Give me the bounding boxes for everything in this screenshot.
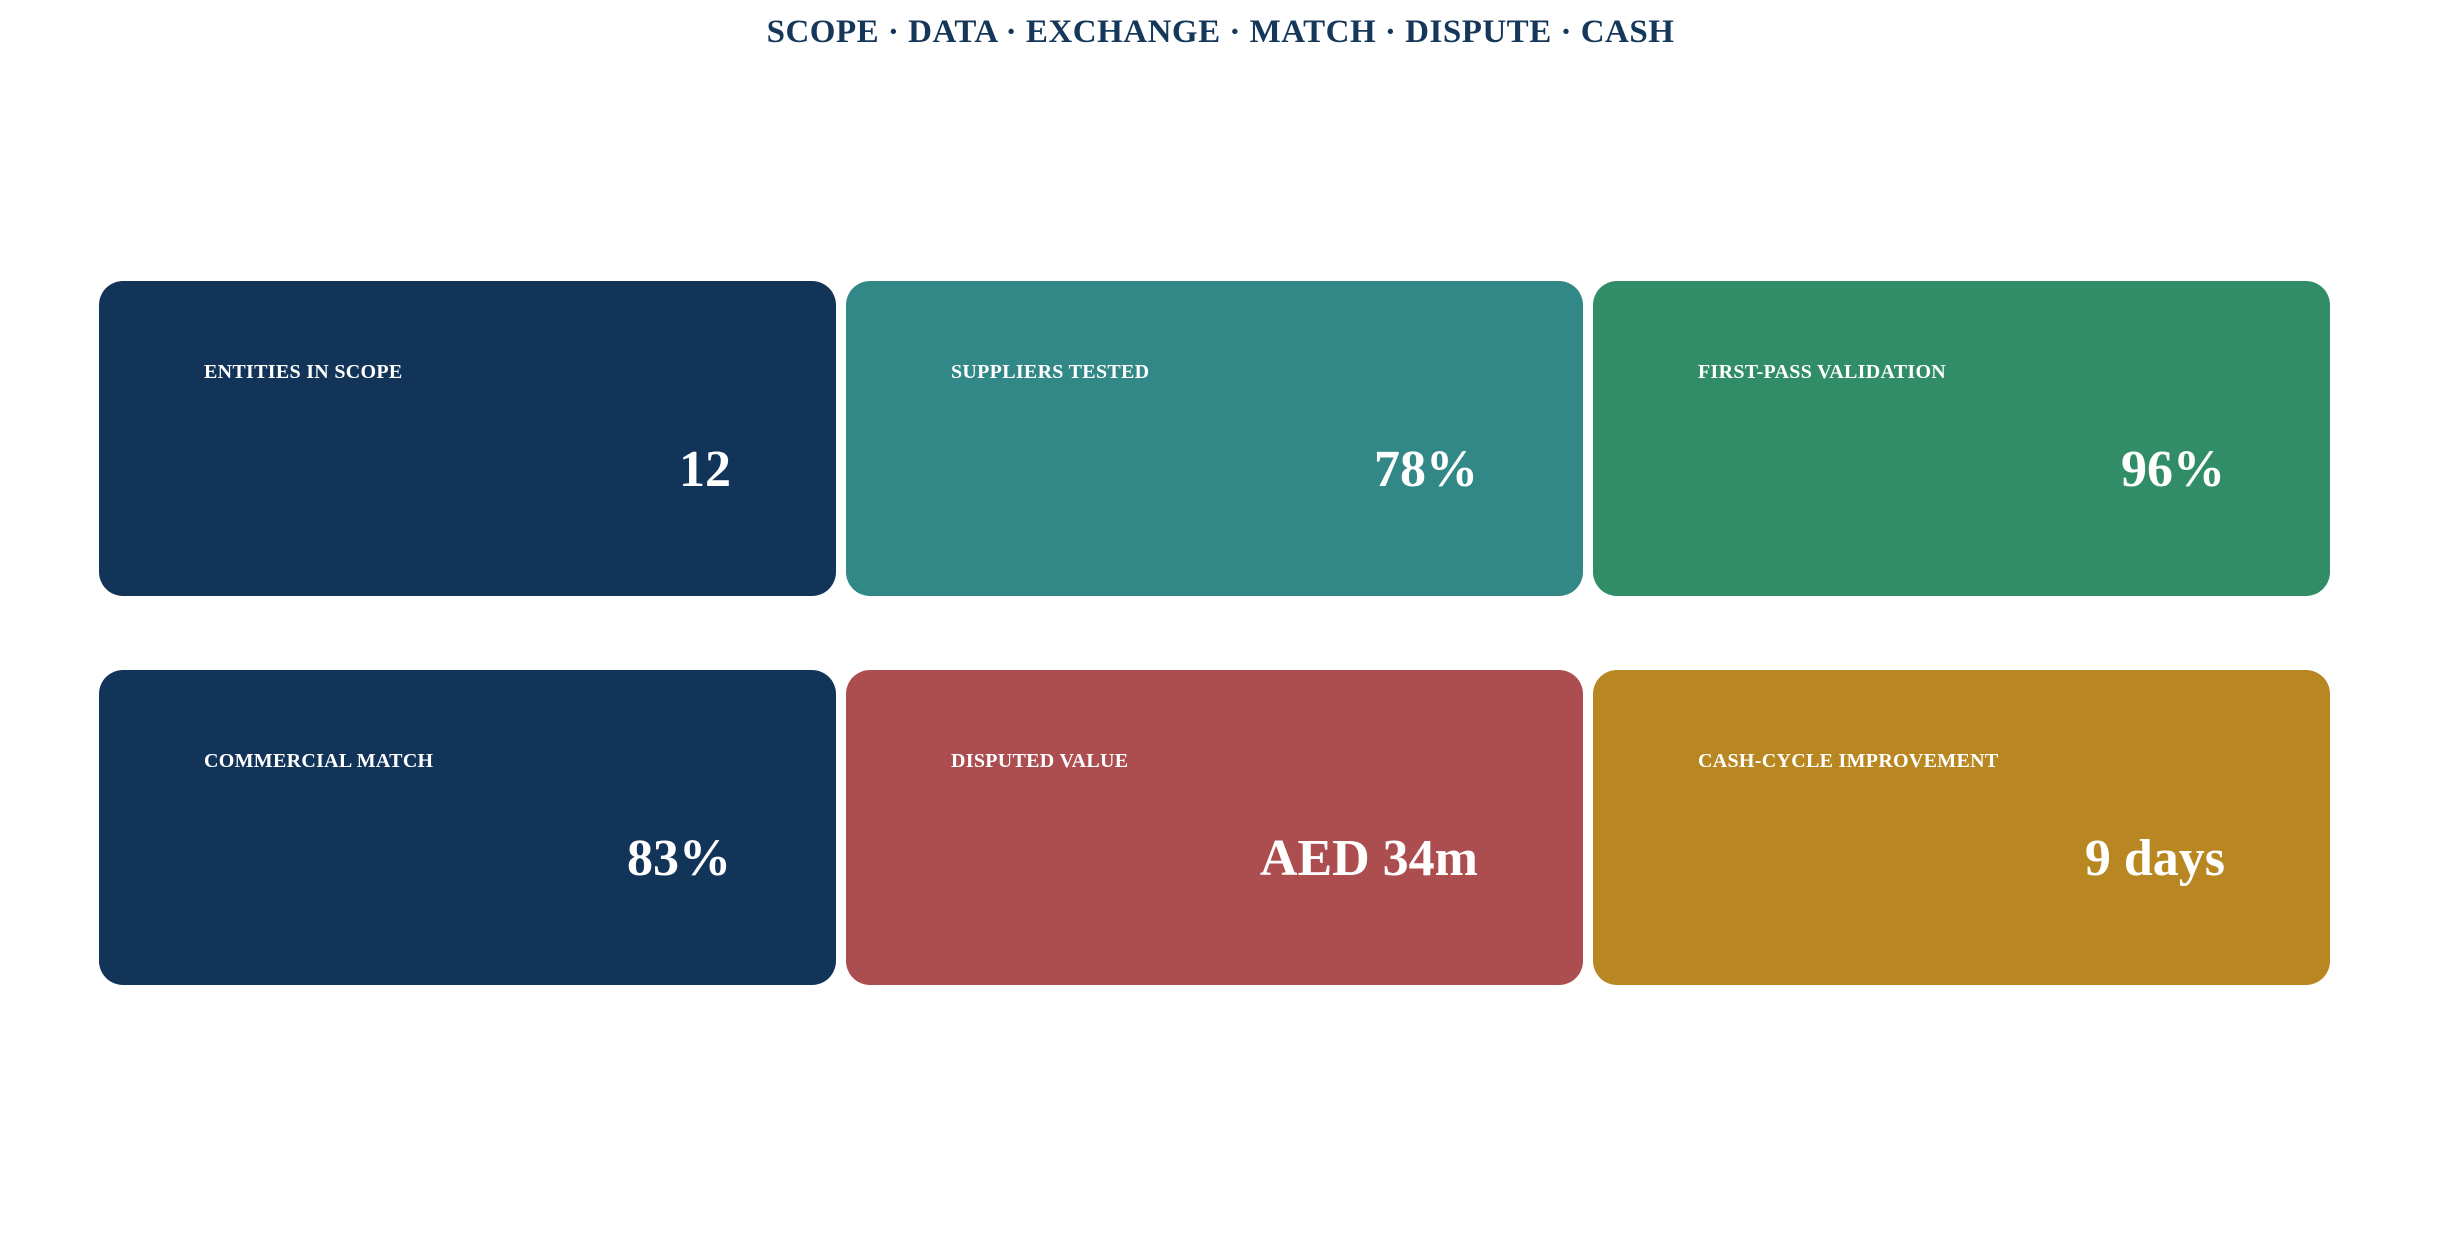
kpi-label: DISPUTED VALUE (951, 750, 1129, 772)
kpi-label: ENTITIES IN SCOPE (204, 361, 403, 383)
kpi-value: 78% (1374, 441, 1478, 498)
kpi-card-cash-cycle-improvement: CASH-CYCLE IMPROVEMENT 9 days (1593, 670, 2330, 985)
kpi-card-first-pass-validation: FIRST-PASS VALIDATION 96% (1593, 281, 2330, 596)
kpi-label: SUPPLIERS TESTED (951, 361, 1150, 383)
kpi-label: COMMERCIAL MATCH (204, 750, 434, 772)
kpi-value: AED 34m (1259, 830, 1478, 887)
kpi-value: 12 (679, 441, 731, 498)
kpi-card-disputed-value: DISPUTED VALUE AED 34m (846, 670, 1583, 985)
kpi-card-entities-in-scope: ENTITIES IN SCOPE 12 (99, 281, 836, 596)
page-title: SCOPE · DATA · EXCHANGE · MATCH · DISPUT… (766, 14, 1675, 50)
kpi-label: FIRST-PASS VALIDATION (1698, 361, 1947, 383)
kpi-card-commercial-match: COMMERCIAL MATCH 83% (99, 670, 836, 985)
kpi-card-suppliers-tested: SUPPLIERS TESTED 78% (846, 281, 1583, 596)
kpi-label: CASH-CYCLE IMPROVEMENT (1698, 750, 1999, 772)
kpi-value: 9 days (2084, 830, 2225, 887)
kpi-grid: ENTITIES IN SCOPE 12 SUPPLIERS TESTED 78… (99, 281, 2342, 985)
kpi-value: 96% (2121, 441, 2225, 498)
kpi-value: 83% (627, 830, 731, 887)
